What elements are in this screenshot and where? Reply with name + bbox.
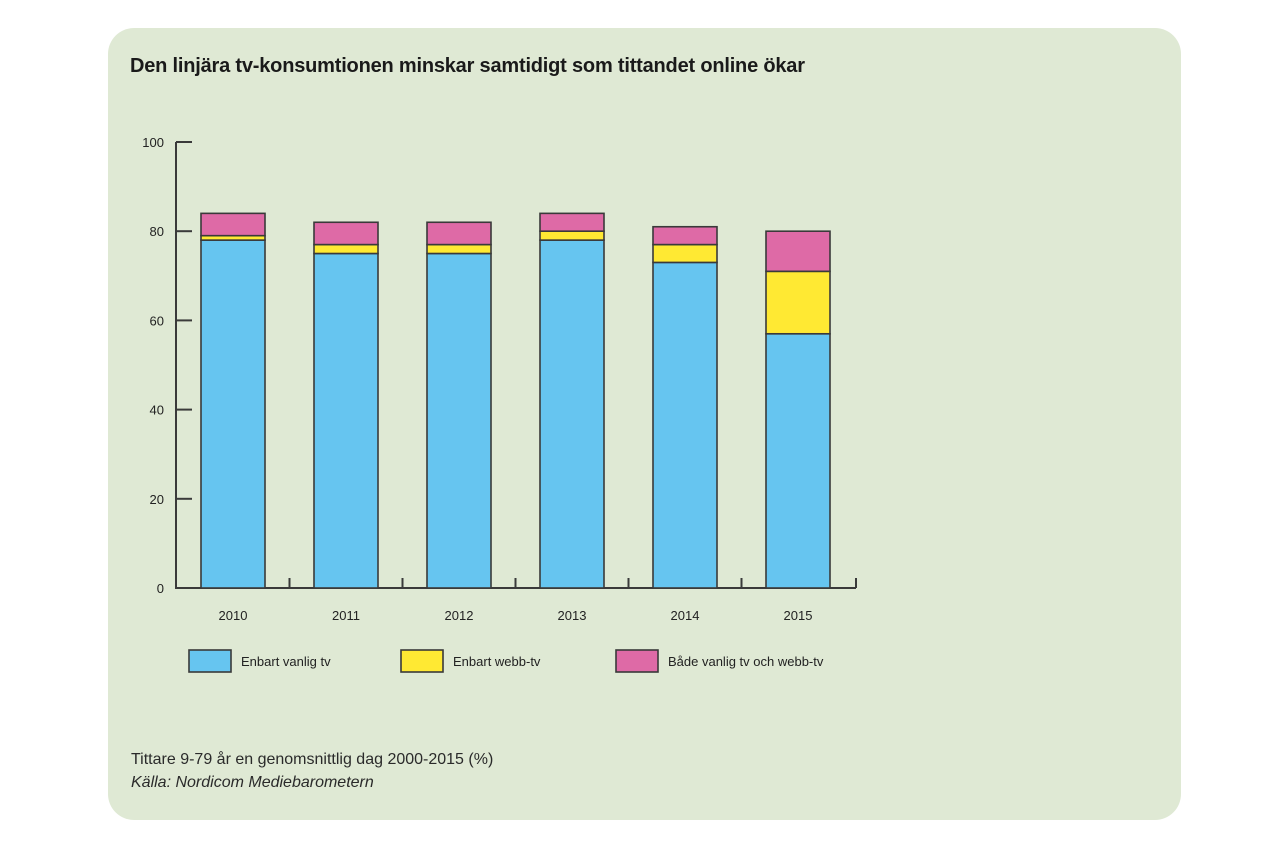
x-tick-label: 2013 [558, 608, 587, 623]
chart-note: Tittare 9-79 år en genomsnittlig dag 200… [131, 751, 494, 768]
bar-segment [652, 225, 718, 246]
legend-swatch [400, 649, 444, 673]
bar-segment [765, 332, 831, 589]
y-tick-label: 20 [150, 492, 164, 507]
bar-segment [426, 252, 492, 589]
x-tick-label: 2010 [219, 608, 248, 623]
bar-segment [765, 270, 831, 335]
legend-label: Enbart vanlig tv [241, 654, 331, 669]
legend-swatch [188, 649, 232, 673]
bar-segment [539, 212, 605, 233]
chart-card [108, 28, 1181, 820]
legend-label: Både vanlig tv och webb-tv [668, 654, 824, 669]
x-tick-label: 2014 [671, 608, 700, 623]
x-tick-label: 2011 [332, 608, 360, 623]
bar-segment [200, 239, 266, 589]
x-tick-label: 2015 [784, 608, 813, 623]
bar-segment [539, 230, 605, 241]
x-tick-label: 2012 [445, 608, 474, 623]
chart-title: Den linjära tv-konsumtionen minskar samt… [130, 55, 805, 77]
bar-segment [426, 221, 492, 246]
legend-swatch [615, 649, 659, 673]
bar-segment [313, 221, 379, 246]
chart-source: Källa: Nordicom Mediebarometern [131, 774, 374, 791]
bar-segment [765, 230, 831, 273]
y-tick-label: 80 [150, 224, 164, 239]
bar-segment [313, 243, 379, 255]
bar-segment [539, 239, 605, 589]
y-tick-label: 100 [142, 135, 164, 150]
y-tick-label: 0 [157, 581, 164, 596]
y-tick-label: 60 [150, 313, 164, 328]
bar-segment [313, 252, 379, 589]
bar-segment [426, 243, 492, 255]
y-tick-label: 40 [150, 403, 164, 418]
bar-segment [652, 243, 718, 264]
bar-segment [200, 212, 266, 237]
bar-segment [652, 261, 718, 589]
legend-label: Enbart webb-tv [453, 654, 541, 669]
